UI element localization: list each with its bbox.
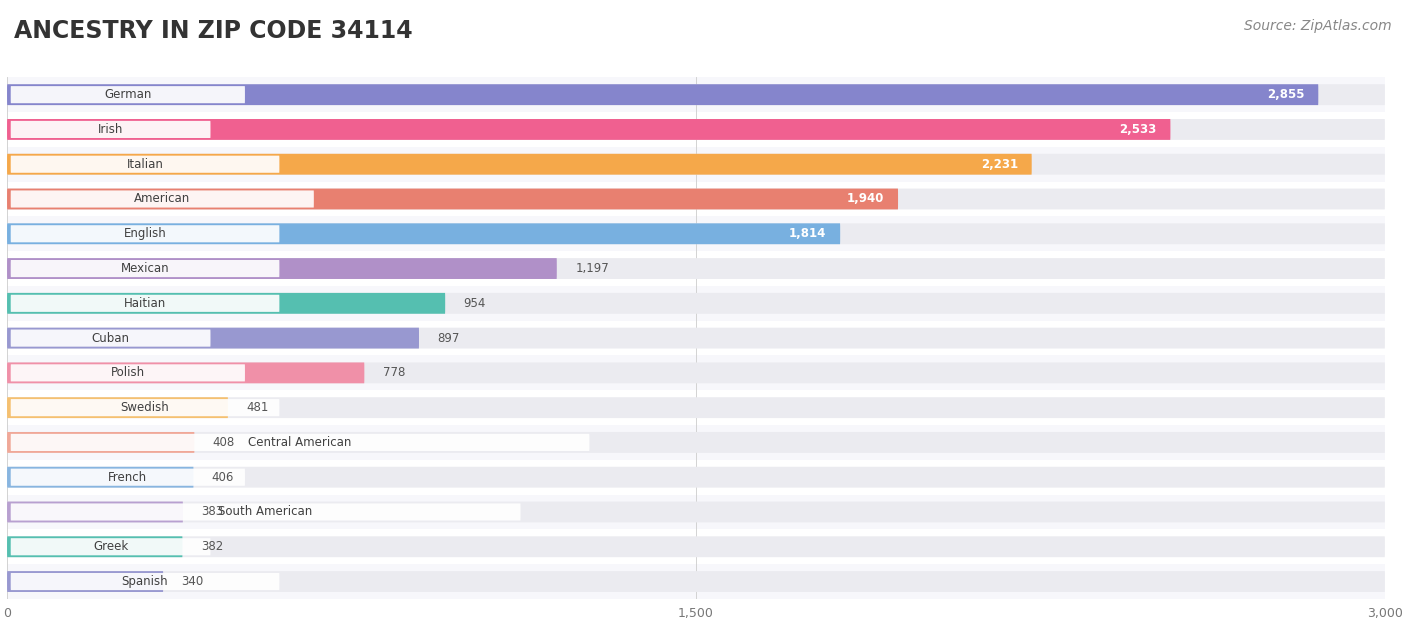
FancyBboxPatch shape	[7, 467, 1385, 488]
FancyBboxPatch shape	[7, 432, 1385, 453]
Text: French: French	[108, 471, 148, 484]
FancyBboxPatch shape	[11, 330, 211, 346]
Bar	[7, 529, 1385, 564]
Text: 778: 778	[382, 366, 405, 379]
FancyBboxPatch shape	[11, 399, 280, 416]
Bar	[7, 286, 1385, 321]
Text: 897: 897	[437, 332, 460, 345]
Bar	[7, 564, 1385, 599]
FancyBboxPatch shape	[11, 295, 280, 312]
FancyBboxPatch shape	[7, 293, 1385, 314]
FancyBboxPatch shape	[11, 469, 245, 486]
FancyBboxPatch shape	[7, 84, 1385, 105]
FancyBboxPatch shape	[11, 121, 211, 138]
FancyBboxPatch shape	[11, 86, 245, 103]
Text: Spanish: Spanish	[122, 575, 169, 588]
Text: Haitian: Haitian	[124, 297, 166, 310]
FancyBboxPatch shape	[7, 432, 194, 453]
Text: 481: 481	[246, 401, 269, 414]
Text: Source: ZipAtlas.com: Source: ZipAtlas.com	[1244, 19, 1392, 33]
Bar	[7, 460, 1385, 495]
FancyBboxPatch shape	[7, 502, 1385, 522]
Bar	[7, 112, 1385, 147]
Bar	[7, 77, 1385, 112]
FancyBboxPatch shape	[7, 293, 446, 314]
Bar	[7, 147, 1385, 182]
Text: 408: 408	[212, 436, 235, 449]
FancyBboxPatch shape	[7, 189, 1385, 209]
FancyBboxPatch shape	[7, 258, 1385, 279]
FancyBboxPatch shape	[7, 328, 1385, 348]
FancyBboxPatch shape	[7, 571, 1385, 592]
FancyBboxPatch shape	[7, 571, 163, 592]
Text: American: American	[134, 193, 190, 205]
Bar	[7, 251, 1385, 286]
Text: Italian: Italian	[127, 158, 163, 171]
FancyBboxPatch shape	[11, 225, 280, 242]
FancyBboxPatch shape	[7, 84, 1319, 105]
FancyBboxPatch shape	[7, 467, 194, 488]
FancyBboxPatch shape	[11, 538, 211, 555]
Text: Greek: Greek	[93, 540, 128, 553]
FancyBboxPatch shape	[7, 536, 183, 557]
Bar	[7, 321, 1385, 355]
Bar	[7, 216, 1385, 251]
FancyBboxPatch shape	[7, 363, 364, 383]
Text: South American: South American	[218, 506, 312, 518]
Text: 2,231: 2,231	[981, 158, 1018, 171]
Text: Swedish: Swedish	[121, 401, 169, 414]
Text: Central American: Central American	[249, 436, 352, 449]
FancyBboxPatch shape	[11, 365, 245, 381]
FancyBboxPatch shape	[11, 260, 280, 277]
Text: ANCESTRY IN ZIP CODE 34114: ANCESTRY IN ZIP CODE 34114	[14, 19, 413, 43]
FancyBboxPatch shape	[7, 397, 1385, 418]
Text: Polish: Polish	[111, 366, 145, 379]
Text: 340: 340	[181, 575, 204, 588]
Bar	[7, 355, 1385, 390]
FancyBboxPatch shape	[7, 119, 1385, 140]
Bar	[7, 495, 1385, 529]
Text: 1,940: 1,940	[846, 193, 884, 205]
FancyBboxPatch shape	[7, 502, 183, 522]
Text: 1,814: 1,814	[789, 227, 827, 240]
FancyBboxPatch shape	[7, 189, 898, 209]
FancyBboxPatch shape	[11, 504, 520, 520]
FancyBboxPatch shape	[7, 154, 1032, 175]
Text: 382: 382	[201, 540, 224, 553]
Text: 1,197: 1,197	[575, 262, 609, 275]
Text: Mexican: Mexican	[121, 262, 169, 275]
FancyBboxPatch shape	[7, 258, 557, 279]
FancyBboxPatch shape	[7, 397, 228, 418]
Text: 2,533: 2,533	[1119, 123, 1157, 136]
FancyBboxPatch shape	[11, 191, 314, 207]
FancyBboxPatch shape	[7, 154, 1385, 175]
FancyBboxPatch shape	[7, 223, 1385, 244]
FancyBboxPatch shape	[7, 328, 419, 348]
FancyBboxPatch shape	[11, 156, 280, 173]
Text: 406: 406	[212, 471, 235, 484]
FancyBboxPatch shape	[7, 223, 841, 244]
Text: English: English	[124, 227, 166, 240]
Text: 954: 954	[464, 297, 486, 310]
Text: 2,855: 2,855	[1267, 88, 1305, 101]
FancyBboxPatch shape	[7, 363, 1385, 383]
FancyBboxPatch shape	[11, 434, 589, 451]
Bar	[7, 182, 1385, 216]
FancyBboxPatch shape	[7, 536, 1385, 557]
Text: Cuban: Cuban	[91, 332, 129, 345]
FancyBboxPatch shape	[11, 573, 280, 590]
Bar	[7, 390, 1385, 425]
FancyBboxPatch shape	[7, 119, 1170, 140]
Text: 383: 383	[201, 506, 224, 518]
Text: German: German	[104, 88, 152, 101]
Bar	[7, 425, 1385, 460]
Text: Irish: Irish	[98, 123, 124, 136]
